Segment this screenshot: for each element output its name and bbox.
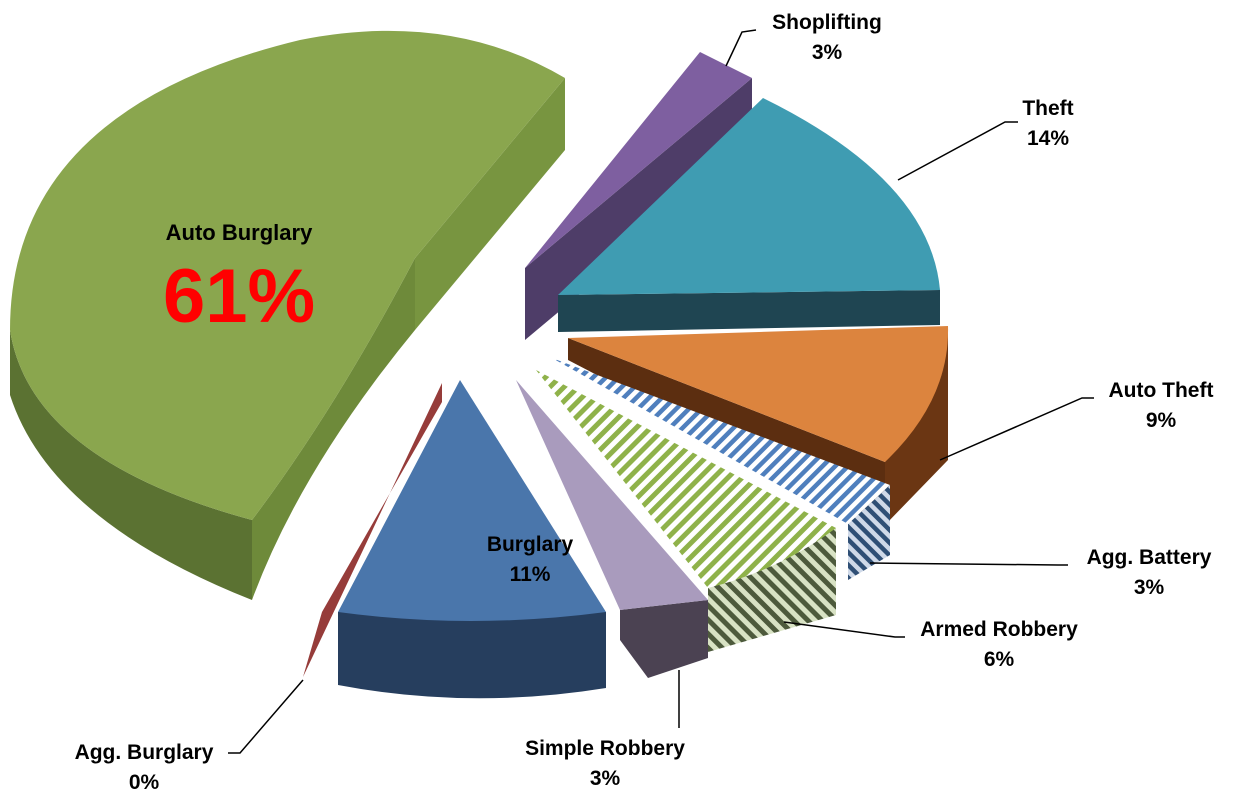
label-burglary: Burglary 11% [460, 530, 600, 590]
slice-label: Theft [1022, 97, 1074, 120]
label-agg-burglary: Agg. Burglary 0% [46, 738, 242, 796]
slice-auto-burglary [10, 30, 565, 600]
slice-side [620, 600, 708, 678]
slice-label: Armed Robbery [920, 618, 1078, 641]
slice-top [10, 30, 565, 521]
slice-label: Simple Robbery [525, 737, 685, 760]
slice-label: Auto Burglary [165, 220, 313, 245]
leader-line-armed-robbery [783, 621, 905, 638]
slice-top [552, 358, 890, 524]
slice-percent: 61% [162, 254, 316, 339]
slice-side [338, 612, 606, 699]
slice-top [568, 326, 949, 462]
slice-side [848, 485, 890, 580]
slice-top [536, 370, 836, 588]
slice-theft [558, 98, 940, 332]
slice-top [558, 98, 940, 295]
slice-side [415, 78, 565, 330]
slice-agg-battery [552, 358, 890, 580]
label-agg-battery: Agg. Battery 3% [1064, 543, 1234, 603]
slice-side [252, 258, 415, 600]
label-simple-robbery: Simple Robbery 3% [492, 734, 718, 794]
slice-label: Burglary [486, 533, 574, 556]
slice-simple-robbery [516, 380, 708, 678]
slice-percent: 3% [589, 767, 621, 790]
slice-top [525, 52, 752, 268]
slice-agg-burglary [303, 383, 442, 677]
label-auto-theft: Auto Theft 9% [1086, 376, 1236, 436]
slice-side [10, 330, 252, 600]
slice-top [516, 380, 708, 610]
slice-percent: 9% [1145, 409, 1177, 432]
slice-label: Agg. Burglary [74, 741, 214, 764]
leader-line-agg-battery [869, 562, 1068, 566]
slice-side [303, 383, 442, 677]
leader-line-shoplifting [725, 29, 757, 67]
slice-side [708, 528, 836, 652]
slice-percent: 0% [128, 771, 160, 794]
slice-percent: 6% [983, 648, 1015, 671]
leader-line-agg-burglary [228, 679, 304, 754]
label-armed-robbery: Armed Robbery 6% [896, 615, 1102, 675]
slice-label: Agg. Battery [1086, 546, 1212, 569]
label-auto-burglary: Auto Burglary 61% [108, 218, 370, 340]
slice-label: Shoplifting [772, 11, 882, 34]
label-shoplifting: Shoplifting 3% [752, 8, 902, 68]
slice-label: Auto Theft [1108, 379, 1214, 402]
slice-top [338, 380, 606, 621]
slice-percent: 3% [811, 41, 843, 64]
leader-line-auto-theft [939, 397, 1094, 461]
slice-percent: 3% [1133, 576, 1165, 599]
slice-percent: 11% [509, 563, 551, 586]
slice-side [558, 290, 940, 332]
slice-percent: 14% [1026, 127, 1070, 150]
leader-line-theft [897, 121, 1018, 181]
slice-burglary [338, 380, 606, 699]
slice-armed-robbery [536, 370, 836, 652]
label-theft: Theft 14% [1000, 94, 1096, 154]
leader-lines [228, 29, 1094, 754]
